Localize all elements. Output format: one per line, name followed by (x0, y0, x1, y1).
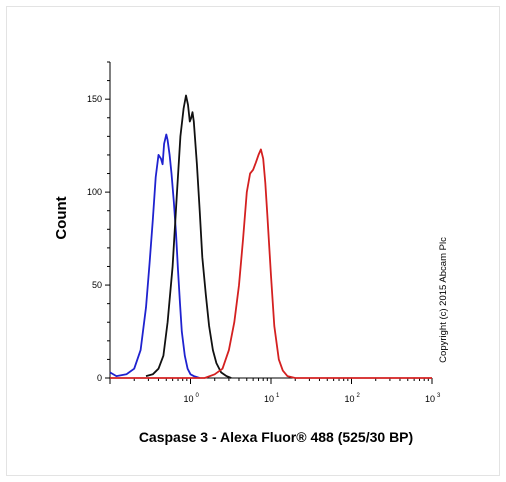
x-tick-label: 10 (344, 394, 354, 404)
y-tick-label: 100 (87, 187, 102, 197)
histogram-series-line (109, 133, 200, 379)
x-axis-label: Caspase 3 - Alexa Fluor® 488 (525/30 BP) (139, 429, 413, 445)
x-tick-exponent: 2 (357, 393, 361, 399)
histogram-series-line (110, 148, 432, 379)
y-ticks: 0 50 100 150 (87, 61, 110, 383)
series-layer (109, 94, 432, 379)
histogram-series-line (145, 94, 232, 379)
x-tick-exponent: 3 (437, 393, 441, 399)
y-tick-label: 50 (92, 280, 102, 290)
y-axis-label: Count (53, 196, 70, 239)
x-tick-label: 10 (264, 394, 274, 404)
y-tick-label: 150 (87, 94, 102, 104)
x-tick-label: 10 (425, 394, 435, 404)
figure-frame (6, 6, 500, 476)
copyright-text: Copyright (c) 2015 Abcam Plc (438, 237, 449, 363)
x-ticks: 10 0 10 1 10 2 10 3 (109, 378, 441, 404)
y-tick-label: 0 (97, 373, 102, 383)
x-tick-exponent: 0 (196, 393, 200, 399)
x-tick-exponent: 1 (276, 393, 280, 399)
x-tick-label: 10 (183, 394, 193, 404)
plot-area (109, 62, 432, 379)
